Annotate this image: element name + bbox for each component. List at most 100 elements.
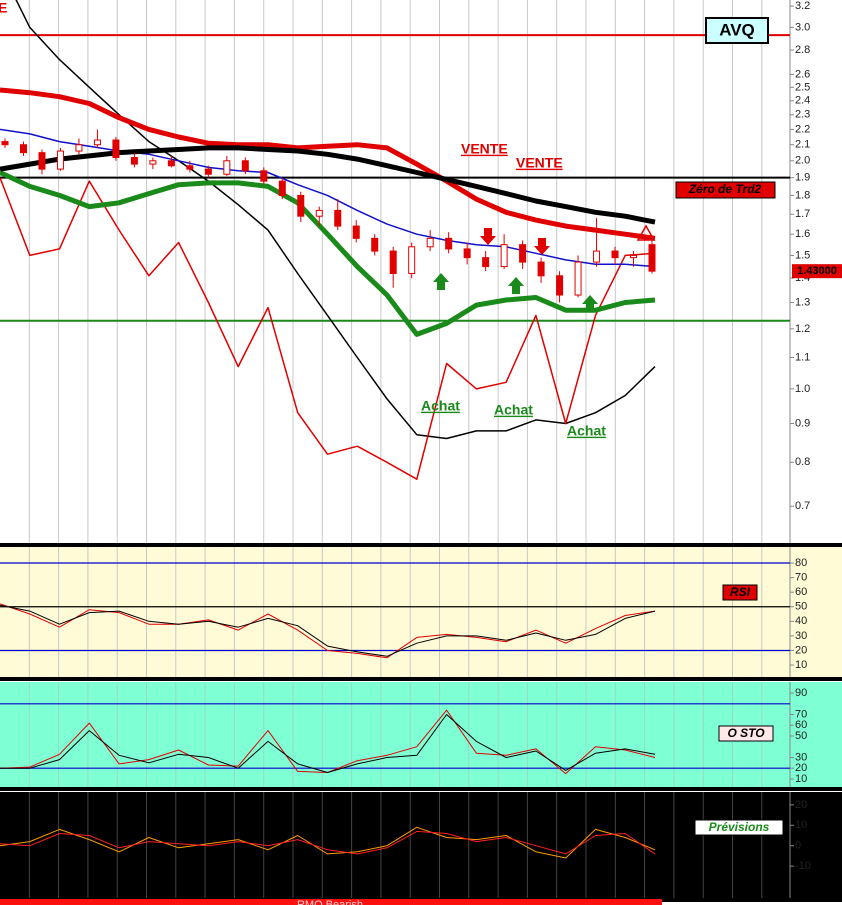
last-price-label: 1.43000 <box>797 265 837 277</box>
y-tick-label: 2.0 <box>795 155 810 167</box>
indicator-line <box>0 177 656 480</box>
y-tick-label: 60 <box>795 719 807 731</box>
chart-title: AVQ <box>719 20 755 39</box>
y-tick-label: 10 <box>795 773 807 785</box>
y-tick-label: 1.2 <box>795 323 810 335</box>
footer-text: RMO Bearish <box>297 899 363 905</box>
candle-body <box>278 180 286 196</box>
y-tick-label: 30 <box>795 630 807 642</box>
panel-title: O STO <box>727 726 765 740</box>
y-tick-label: 1.3 <box>795 296 810 308</box>
candle-body <box>167 160 175 167</box>
annotation: VENTE <box>461 141 508 157</box>
candle-body <box>297 194 305 217</box>
y-tick-label: 3.0 <box>795 21 810 33</box>
panel-background <box>0 547 842 677</box>
indicator-line <box>0 604 656 657</box>
candle-body <box>611 250 619 259</box>
y-tick-label: 20 <box>795 644 807 656</box>
panel-label-box <box>694 819 784 836</box>
signal-arrow <box>534 238 550 255</box>
y-tick-label: 30 <box>795 751 807 763</box>
last-price-box <box>792 264 842 279</box>
y-tick-label: 1.9 <box>795 172 810 184</box>
y-tick-label: 50 <box>795 601 807 613</box>
candle-body <box>482 257 490 268</box>
candle-body <box>537 261 545 277</box>
y-tick-label: 2.2 <box>795 123 810 135</box>
y-tick-label: 50 <box>795 730 807 742</box>
candle-body <box>593 250 601 263</box>
indicator-line <box>0 87 656 241</box>
plot-area <box>0 562 790 659</box>
y-tick-label: 60 <box>795 586 807 598</box>
y-tick-label: 1.6 <box>795 228 810 240</box>
y-tick-label: 0 <box>795 840 801 852</box>
candle-body <box>334 209 342 227</box>
annotation: Achat <box>567 423 606 439</box>
candle-body <box>38 152 46 170</box>
y-tick-label: 10 <box>795 659 807 671</box>
y-tick-label: 2.8 <box>795 44 810 56</box>
y-tick-label: 70 <box>795 572 807 584</box>
panel-background <box>0 682 842 787</box>
candle-body <box>93 139 101 146</box>
candle-body <box>556 275 564 296</box>
y-tick-label: 90 <box>795 687 807 699</box>
y-tick-label: 1.8 <box>795 189 810 201</box>
y-tick-label: 2.5 <box>795 81 810 93</box>
signal-arrow <box>508 277 524 294</box>
candle-body <box>19 144 27 154</box>
y-tick-label: 40 <box>795 615 807 627</box>
annotation: Achat <box>494 402 533 418</box>
panel-title: Prévisions <box>709 820 770 834</box>
plot-area <box>0 0 790 480</box>
annotation: Achat <box>421 398 460 414</box>
y-tick-label: 10 <box>795 819 807 831</box>
footer-bar <box>0 899 662 905</box>
candle-body <box>648 244 656 272</box>
y-tick-label: 70 <box>795 708 807 720</box>
y-tick-label: 1.7 <box>795 208 810 220</box>
candle-body <box>56 150 64 170</box>
candle-body <box>574 261 582 296</box>
candle-body <box>112 139 120 159</box>
trend-label: Zéro de Trd2 <box>688 182 762 196</box>
plot-area <box>0 826 656 859</box>
indicator-line <box>15 0 656 440</box>
candle-body <box>130 157 138 165</box>
candle-body <box>389 250 397 274</box>
y-tick-label: 1.0 <box>795 383 810 395</box>
indicator-line <box>0 128 656 268</box>
candle-body <box>315 209 323 217</box>
indicator-line <box>0 145 656 225</box>
candle-body <box>352 225 360 239</box>
y-tick-label: 1.1 <box>795 351 810 363</box>
candle-body <box>500 244 508 268</box>
candle-body <box>426 237 434 248</box>
y-tick-label: 0.9 <box>795 417 810 429</box>
signal-triangle <box>636 224 656 241</box>
y-tick-label: 0.7 <box>795 500 810 512</box>
y-tick-label: -10 <box>795 860 811 872</box>
candle-body <box>241 160 249 172</box>
panel-background <box>0 792 842 898</box>
candle-body <box>75 144 83 152</box>
candle-body <box>204 168 212 175</box>
indicator-line <box>0 714 656 773</box>
plot-area <box>0 703 790 775</box>
candle-body <box>1 141 9 146</box>
candle-body <box>445 237 453 250</box>
candle-body <box>630 254 638 259</box>
y-tick-label: 80 <box>795 557 807 569</box>
title-box <box>705 17 769 44</box>
panel-label-box <box>718 725 774 742</box>
y-tick-label: 2.3 <box>795 109 810 121</box>
y-tick-label: 2.1 <box>795 139 810 151</box>
indicator-line <box>0 830 656 855</box>
signal-arrow <box>582 295 598 312</box>
panel-title: RSI <box>730 585 751 599</box>
y-tick-label: 20 <box>795 762 807 774</box>
candle-body <box>223 160 231 175</box>
